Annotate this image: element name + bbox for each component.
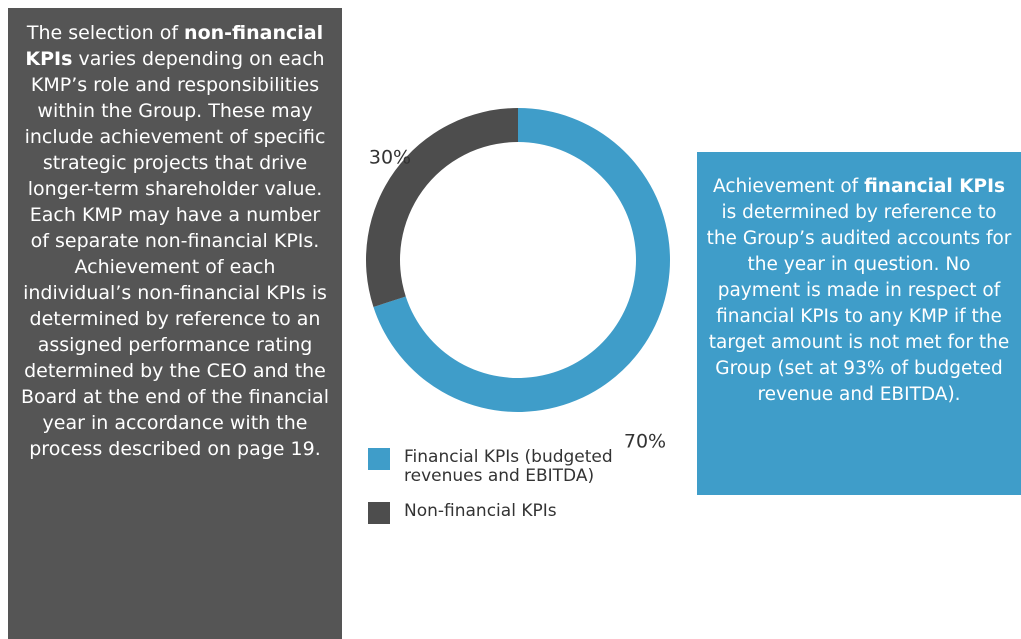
right-text-box: Achievement of financial KPIs is determi… [697,152,1021,495]
text: is determined by reference to the Group’… [706,202,1012,405]
legend-swatch [368,448,390,470]
legend-label: Non-financial KPIs [404,501,557,521]
text: varies depending on each KMP’s role and … [21,48,329,460]
legend-swatch [368,502,390,524]
legend-label: Financial KPIs (budgeted revenues and EB… [404,447,613,486]
left-text-box: The selection of non-financial KPIs vari… [8,8,342,639]
bold-text: financial KPIs [864,176,1005,197]
legend-item: Non-financial KPIs [368,502,668,524]
legend-item: Financial KPIs (budgeted revenues and EB… [368,448,668,486]
data-label: 70% [624,431,666,453]
bold-text: non-financial KPIs [25,22,324,70]
data-label: 30% [369,147,411,169]
text: The selection of [26,22,185,44]
text: Achievement of [713,176,865,197]
pie-segment [366,107,518,307]
